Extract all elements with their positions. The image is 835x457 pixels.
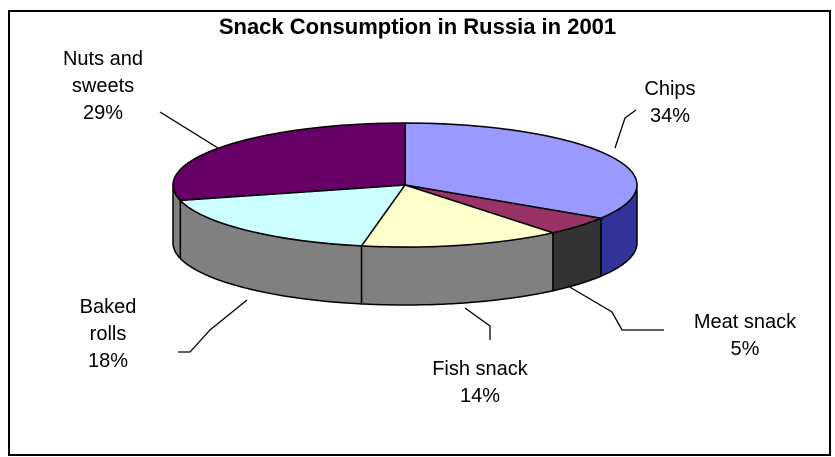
leader-line-nuts [159,111,219,149]
data-label-nuts: Nuts and sweets 29% [63,48,143,124]
data-label-baked: Baked rolls 18% [80,296,137,372]
leader-line-baked [178,299,248,353]
leader-line-chips [614,109,637,149]
data-label-fish: Fish snack 14% [432,358,529,407]
leader-line-meat [567,285,664,331]
pie-slice-nuts-and-sweets [172,122,406,202]
pie-slice-baked-rolls [178,184,407,247]
data-label-chips: Chips 34% [644,78,695,127]
chart-title: Snack Consumption in Russia in 2001 [218,14,617,39]
data-label-meat: Meat snack 5% [694,311,797,360]
leader-line-fish [464,307,491,340]
pie-slice-fish-snack [360,184,556,248]
